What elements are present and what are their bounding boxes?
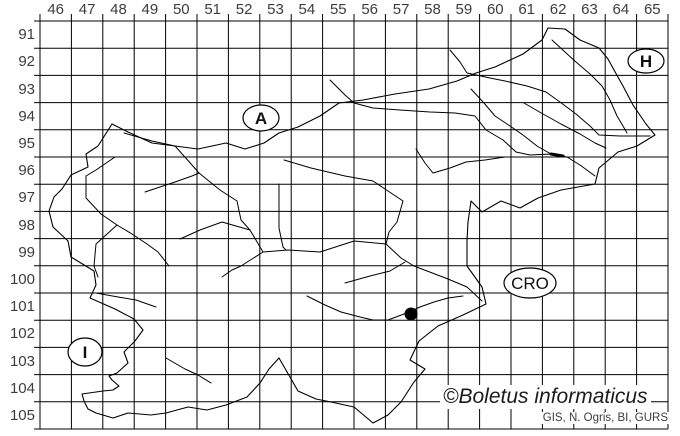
rivers [85,39,651,384]
river-dravinja [415,148,534,174]
country-ellipse-a [242,104,280,132]
river-mirna [344,261,406,284]
record-marker-layer [404,307,418,321]
row-label: 96 [18,162,35,180]
river-pesnica [470,88,552,155]
country-label-h: H [640,52,652,71]
column-label: 60 [486,1,504,18]
column-label: 57 [392,1,410,18]
river-soca [85,156,118,278]
row-label: 95 [18,134,35,152]
grid-lines [34,14,669,430]
column-label: 51 [204,1,222,18]
watermark: ©Boletus informaticus [440,385,651,409]
row-label: 103 [9,352,35,370]
column-label: 48 [110,1,127,18]
row-label: 104 [9,379,35,397]
column-label: 64 [612,1,630,18]
country-border [48,27,656,424]
column-label: 53 [267,1,284,18]
row-label: 94 [18,107,35,125]
river-vipava [95,292,157,308]
column-label: 59 [455,1,473,18]
row-label: 92 [18,53,35,71]
column-label: 55 [329,1,347,18]
river-idrijca [116,224,170,267]
column-label: 47 [78,1,96,18]
country-ellipse-i [67,337,103,367]
country-ellipse-cro [503,267,557,299]
column-label: 49 [141,1,159,18]
row-label: 91 [18,26,35,44]
river-savinja [283,159,404,245]
river-kamniska-bistrica [278,183,287,251]
river-krka [306,295,464,321]
river-ljubljanica [221,251,264,278]
column-label: 62 [549,1,567,18]
column-label: 52 [235,1,253,18]
ptuj-lake [549,152,565,158]
country-label-i: I [83,343,88,362]
row-label: 101 [9,298,35,316]
river-reka [165,357,212,384]
row-label: 105 [9,406,35,424]
row-label: 93 [18,80,35,98]
country-label-a: A [255,109,267,128]
column-label: 46 [47,1,65,18]
row-label: 100 [9,270,35,288]
river-sora [179,221,251,240]
column-label: 58 [424,1,441,18]
country-ellipse-h [627,48,665,74]
river-sava-dolinka [123,132,200,174]
record-dot [404,307,418,321]
column-label: 65 [643,1,661,18]
river-mura [449,49,651,137]
credit-text: GIS, N. Ogris, BI, GURS [540,412,670,424]
column-label: 63 [581,1,598,18]
river-drava [329,79,596,177]
river-scavnica [523,102,607,149]
country-label-cro: CRO [511,274,549,293]
river-ledava [551,39,628,134]
row-label: 98 [18,216,35,234]
row-label: 99 [18,243,35,261]
river-sava-bohinjka [144,172,200,193]
row-label: 102 [9,325,35,343]
column-label: 54 [298,1,316,18]
column-label: 56 [361,1,379,18]
river-sava [198,172,483,302]
column-label: 50 [172,1,190,18]
column-label: 61 [518,1,536,18]
row-label: 97 [18,189,35,207]
country-labels: A H CRO I [67,48,665,367]
